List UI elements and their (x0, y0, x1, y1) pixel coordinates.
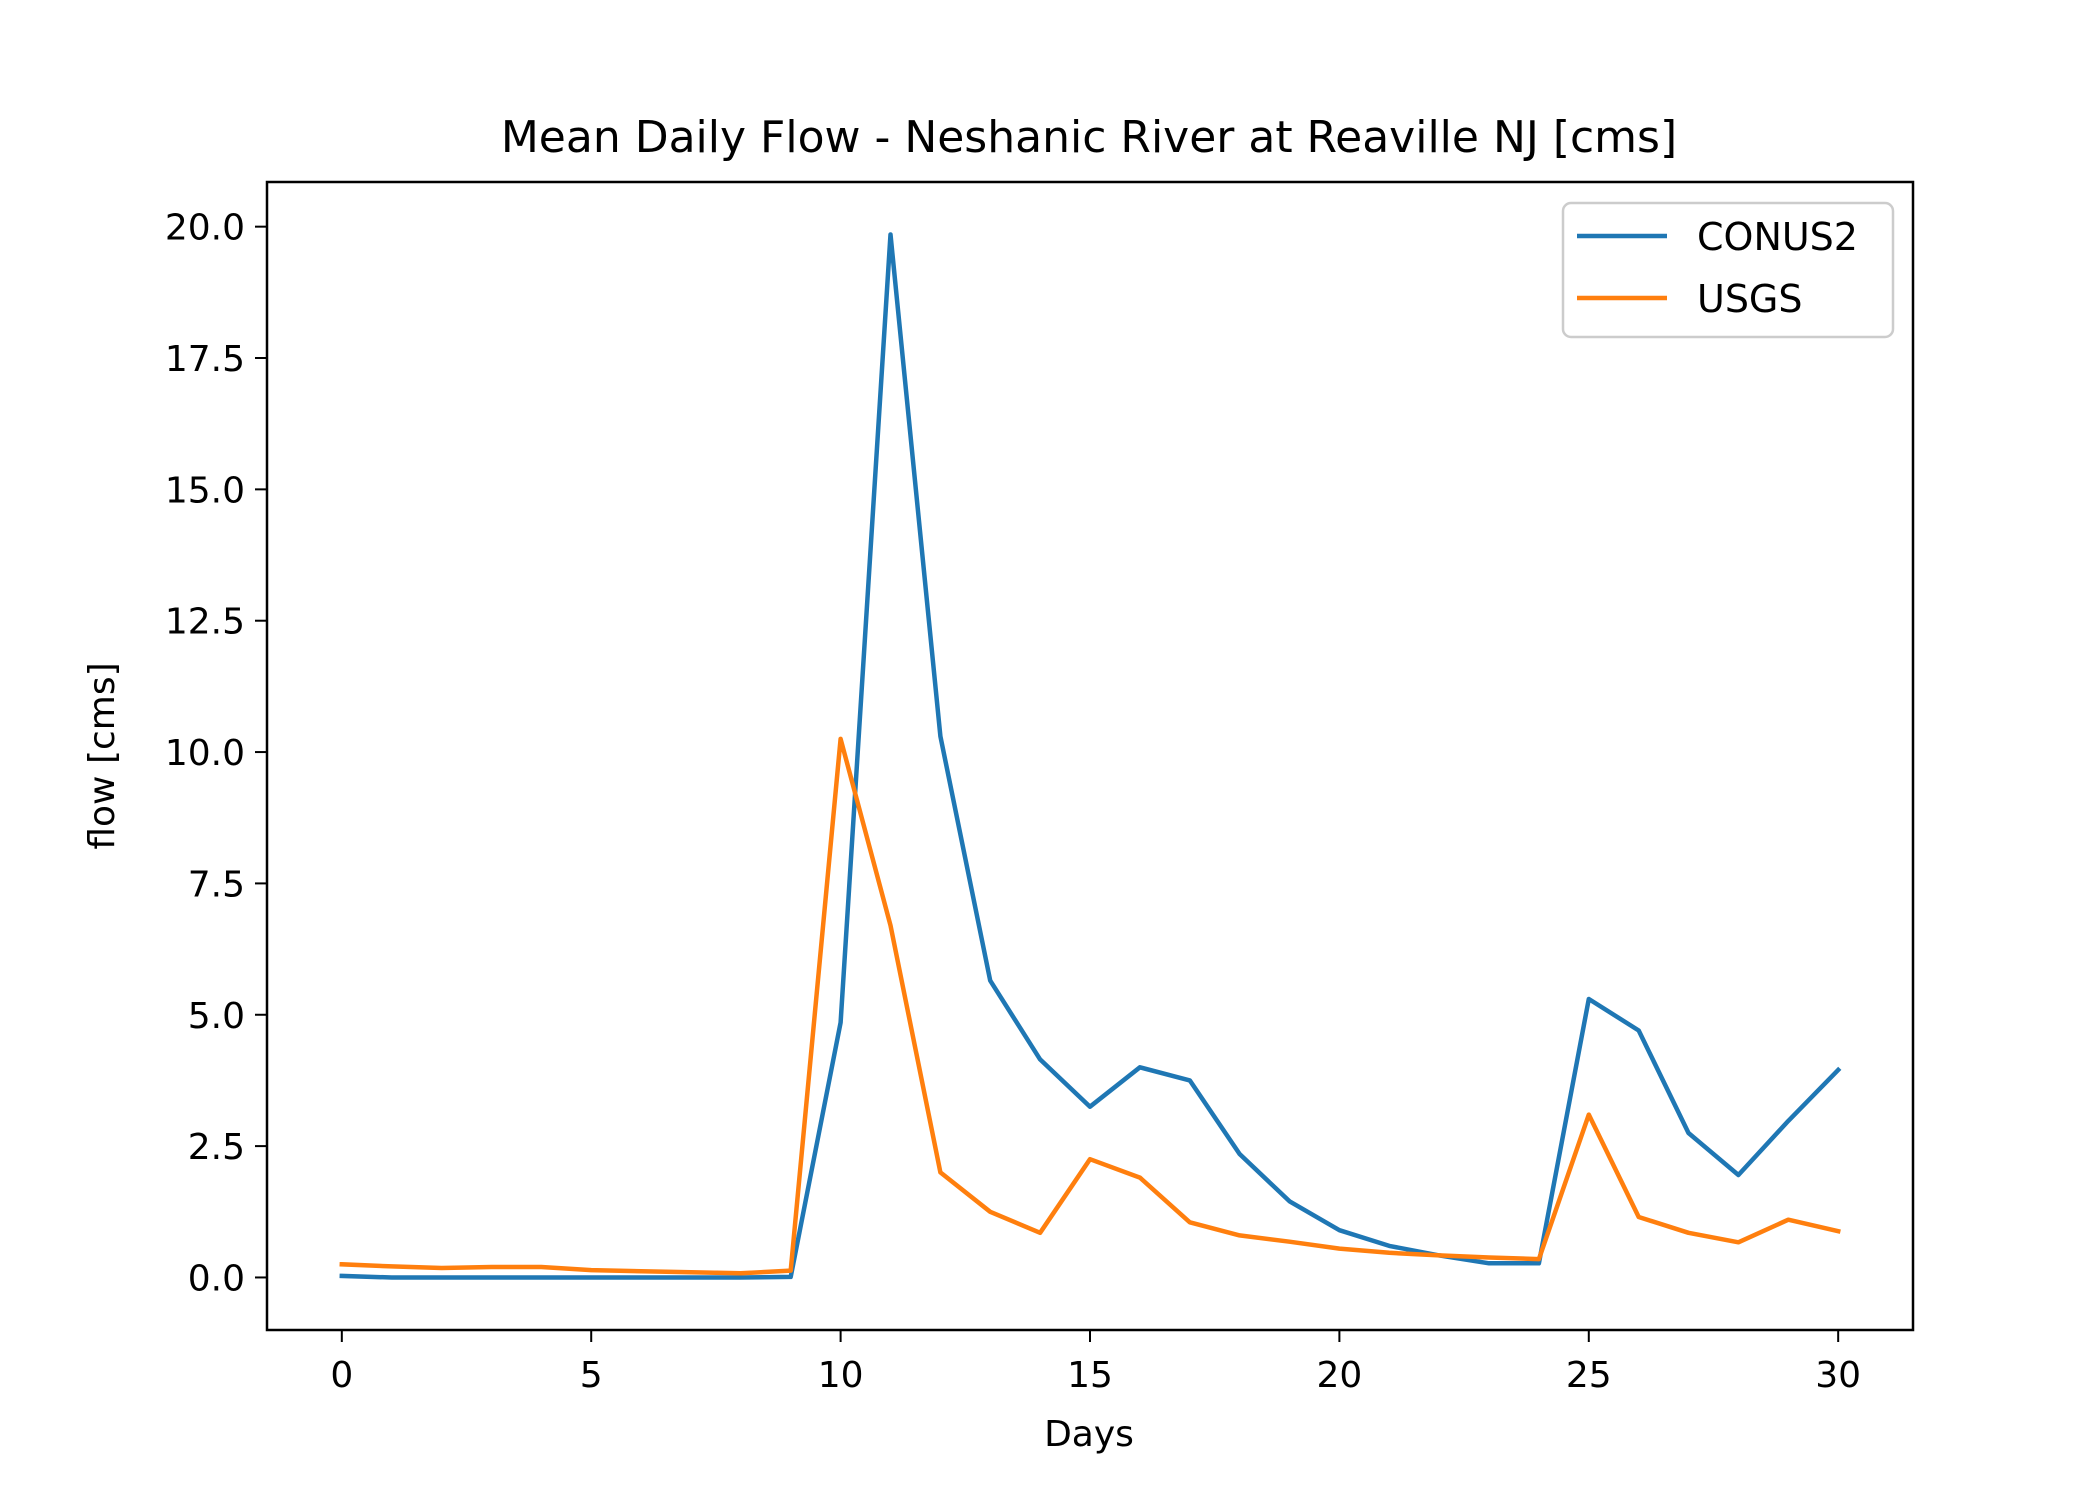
y-tick-label: 17.5 (165, 339, 245, 380)
x-tick-label: 25 (1566, 1355, 1612, 1396)
y-tick-label: 7.5 (188, 864, 245, 905)
y-tick-label: 15.0 (165, 470, 245, 511)
series-line-conus2 (339, 232, 1842, 1280)
y-axis-ticks: 0.0 2.5 5.0 7.5 10.0 12.5 15.0 17.5 20.0 (165, 208, 267, 1299)
y-tick-label: 5.0 (188, 996, 245, 1037)
y-tick-label: 20.0 (165, 208, 245, 249)
legend-label-conus2: CONUS2 (1697, 215, 1858, 259)
x-tick-label: 15 (1067, 1355, 1113, 1396)
legend-label-usgs: USGS (1697, 277, 1803, 321)
y-axis-label: flow [cms] (82, 662, 123, 849)
y-tick-label: 12.5 (165, 602, 245, 643)
x-tick-label: 20 (1316, 1355, 1362, 1396)
series-layer (339, 232, 1842, 1280)
x-axis-ticks: 0 5 10 15 20 25 30 (330, 1330, 1861, 1396)
y-tick-label: 2.5 (188, 1127, 245, 1168)
legend[interactable]: CONUS2 USGS (1561, 201, 1895, 339)
y-tick-label: 10.0 (165, 733, 245, 774)
x-tick-label: 30 (1815, 1355, 1861, 1396)
x-axis-label: Days (1044, 1414, 1134, 1455)
x-tick-label: 5 (580, 1355, 603, 1396)
series-line-usgs (339, 736, 1841, 1276)
x-tick-label: 0 (330, 1355, 353, 1396)
y-tick-label: 0.0 (188, 1258, 245, 1299)
chart-title: Mean Daily Flow - Neshanic River at Reav… (501, 112, 1677, 163)
x-tick-label: 10 (818, 1355, 864, 1396)
